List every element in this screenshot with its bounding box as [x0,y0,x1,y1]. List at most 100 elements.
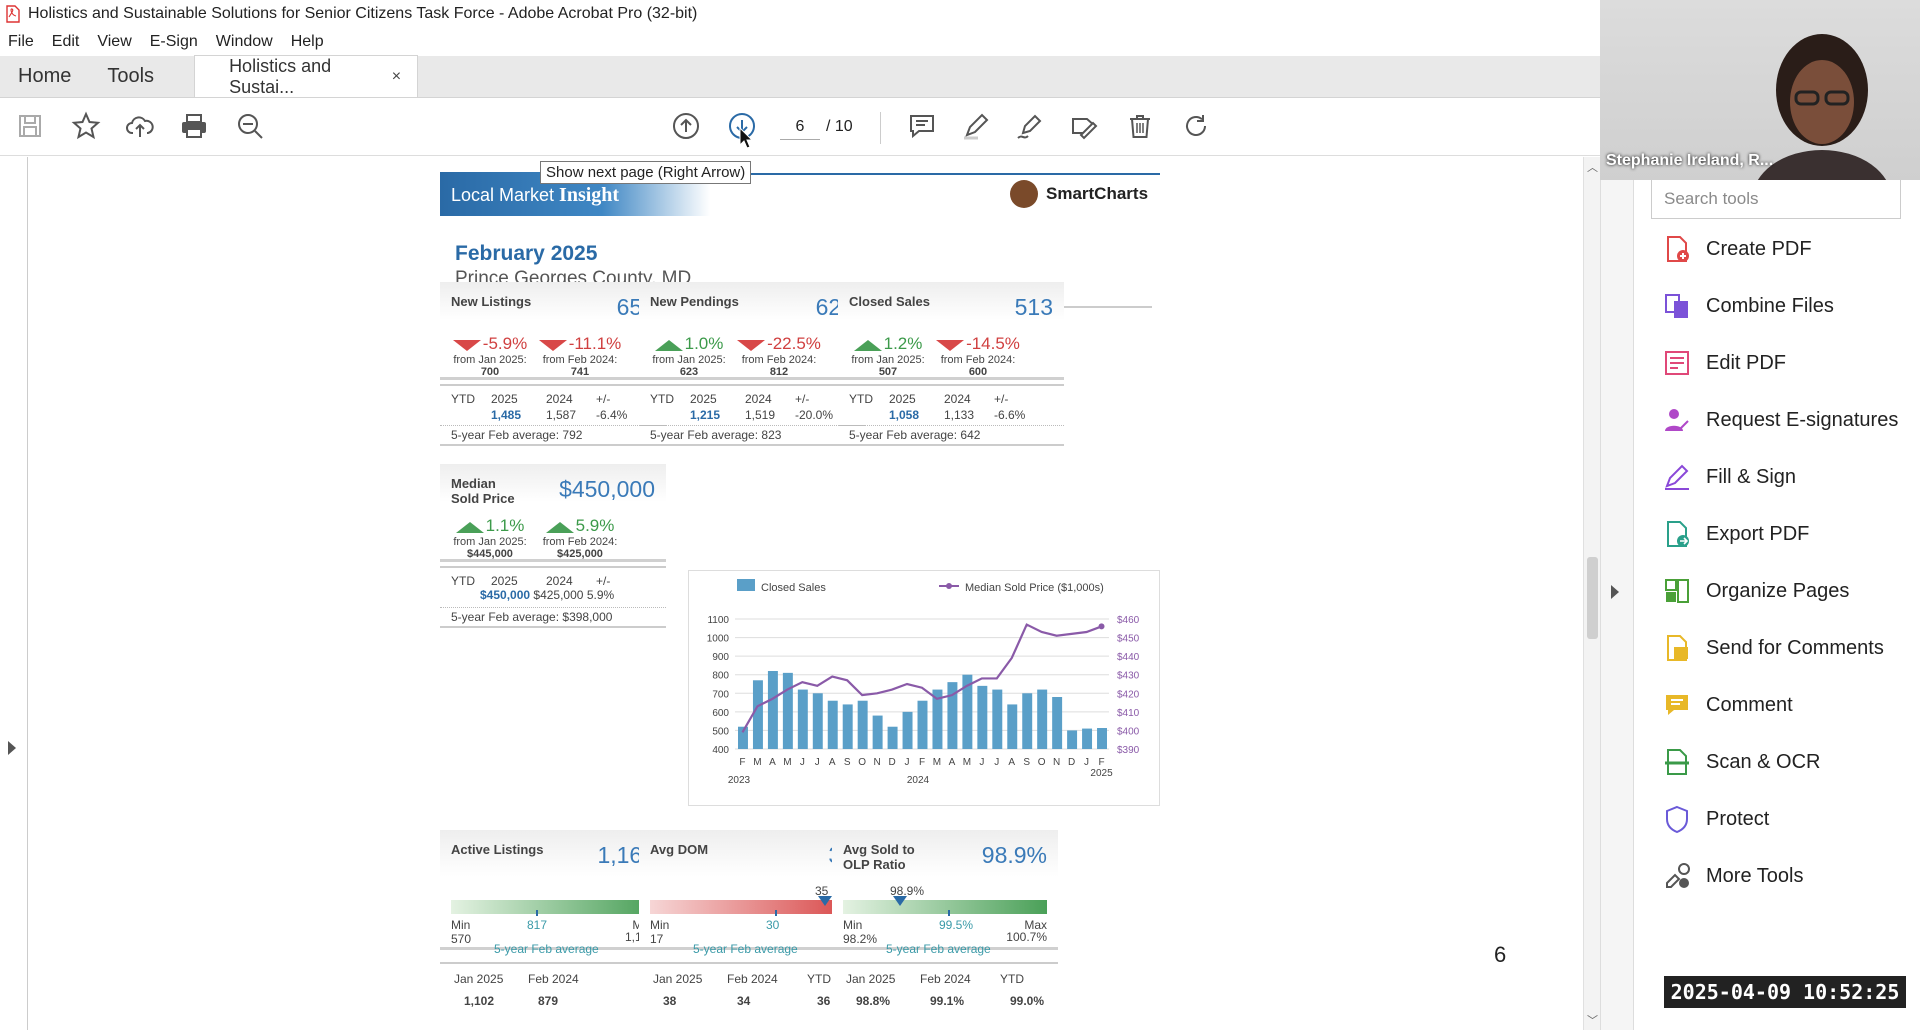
x-tick: J [994,757,999,768]
menu-file[interactable]: File [8,33,34,50]
comment-icon[interactable] [906,110,938,142]
tool-label: Organize Pages [1706,579,1850,602]
menu-window[interactable]: Window [215,33,273,50]
change-base: 623 [679,366,699,378]
tool-label: Fill & Sign [1706,465,1797,488]
delete-icon[interactable] [1124,110,1156,142]
edit-tag-icon[interactable] [1068,110,1100,142]
ytd-header: 2024 [944,392,971,406]
tool-label: Combine Files [1706,294,1834,317]
ytd-header: 2025 [491,574,518,588]
tool-label: Edit PDF [1706,351,1787,374]
organize-pages-icon [1665,579,1689,603]
highlight-pen-icon[interactable] [960,110,992,142]
bar [977,685,988,749]
menu-esign[interactable]: E-Sign [149,33,198,50]
bar [887,726,898,749]
ytd-table-median: YTD 2025 2024 +/- $450,000 $425,000 5.9% 5-… [440,566,666,628]
tool-fill-sign[interactable]: Fill & Sign [1662,461,1796,493]
gauge-bar [451,896,662,916]
close-tab-icon[interactable]: × [391,67,402,85]
print-icon[interactable] [178,110,210,142]
tool-label: Request E-signatures [1706,408,1899,431]
ytd-value: 1,058 [889,408,920,422]
tool-combine-files[interactable]: Combine Files [1662,290,1834,322]
report-title: February 2025 [455,242,598,265]
scrollbar-thumb[interactable] [1587,557,1598,639]
bar [767,671,778,749]
upload-cloud-icon[interactable] [124,110,156,142]
ytd-header: +/- [795,392,810,406]
bookmark-star-icon[interactable] [70,110,102,142]
tab-document[interactable]: Holistics and Sustai... × [194,55,419,97]
tab-home[interactable]: Home [18,64,72,87]
page-number-input[interactable]: 6 [780,114,820,140]
fill-sign-icon [1665,464,1689,490]
comment-tool-icon [1666,695,1688,715]
x-tick: F [739,757,745,768]
zoom-out-icon[interactable] [234,110,266,142]
change-pct: -14.5% [928,334,1028,354]
arrow-down-icon [452,340,481,351]
y-left-tick: 500 [712,726,729,737]
expand-left-panel-icon[interactable] [8,741,16,755]
tool-send-for-comments[interactable]: Send for Comments [1662,632,1884,664]
gauge-min-label: Min [843,918,863,932]
menu-help[interactable]: Help [290,33,324,50]
gauge-avg-value: 817 [527,918,548,932]
tool-protect[interactable]: Protect [1662,803,1769,835]
x-tick: F [1098,757,1104,768]
tool-scan-ocr[interactable]: Scan & OCR [1662,746,1820,778]
tool-more-tools[interactable]: More Tools [1662,860,1803,892]
history-value: 99.0% [1010,994,1045,1008]
ytd-table-closed-sales: YTD 2025 2024 +/- 1,058 1,133 -6.6% 5-year Fe… [838,384,1064,446]
left-panel-strip[interactable] [0,157,28,1030]
tool-export-pdf[interactable]: Export PDF [1662,518,1809,550]
tool-comment[interactable]: Comment [1662,689,1793,721]
ytd-header: YTD [650,392,674,406]
history-header: Feb 2024 [727,972,778,986]
five-year-average: 5-year Feb average: $398,000 [440,607,666,628]
tab-tools[interactable]: Tools [107,64,155,87]
bar [842,704,853,749]
y-right-tick: $430 [1117,671,1140,682]
search-tools-input[interactable]: Search tools [1651,178,1901,219]
save-icon[interactable] [14,110,46,142]
ytd-header: YTD [451,574,475,588]
tool-label: Send for Comments [1706,636,1884,659]
year-label: 2023 [728,775,751,786]
scroll-up-icon[interactable]: ︿ [1587,162,1598,174]
x-tick: A [769,757,776,768]
prev-page-icon[interactable] [670,110,702,142]
rotate-icon[interactable] [1180,110,1212,142]
menu-edit[interactable]: Edit [51,33,80,50]
ytd-header: +/- [596,392,611,406]
tool-edit-pdf[interactable]: Edit PDF [1662,347,1786,379]
kpi-label: Median Sold Price [451,476,515,506]
bar [812,693,823,749]
change-from: from Jan 2025: [453,536,527,548]
bar [962,674,973,749]
tool-request-e-signatures[interactable]: Request E-signatures [1662,404,1898,436]
pdf-page: Local Market Insight SmartCharts Februar… [440,172,1160,1030]
x-tick: D [888,757,895,768]
arrow-up-icon [455,522,484,533]
protect-icon [1666,805,1688,834]
menu-view[interactable]: View [97,33,132,50]
ytd-header: +/- [596,574,611,588]
kpi-value: 513 [1014,294,1053,320]
sign-pen-icon[interactable] [1014,110,1046,142]
tool-organize-pages[interactable]: Organize Pages [1662,575,1849,607]
gauge-max: 100.7% [1006,930,1047,944]
tool-create-pdf[interactable]: Create PDF [1662,233,1812,265]
ytd-value: -20.0% [795,408,834,422]
ytd-value: -6.6% [994,408,1026,422]
change-base: $445,000 [467,548,513,560]
chart-svg: Closed Sales Median Sold Price ($1,000s) 1… [707,579,1140,786]
vertical-scrollbar[interactable]: ︿ ﹀ [1583,157,1600,1030]
history-value: 36 [817,994,831,1008]
gauge-min: 570 [451,932,472,946]
scroll-down-icon[interactable]: ﹀ [1587,1015,1598,1027]
collapse-right-panel-icon[interactable] [1611,585,1619,599]
change-pct: 1.0% [639,334,739,354]
